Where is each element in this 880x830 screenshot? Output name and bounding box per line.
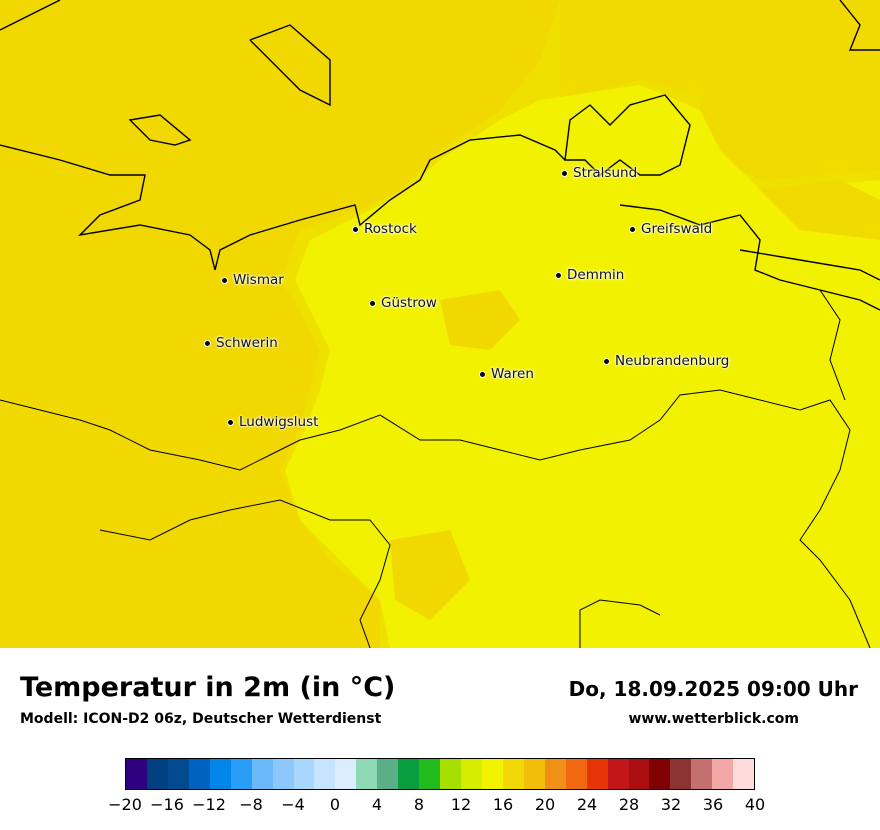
legend-color-swatch bbox=[126, 759, 147, 789]
city-label: Greifswald bbox=[641, 221, 713, 237]
city-dot-icon bbox=[629, 225, 636, 233]
city-label: Wismar bbox=[233, 272, 284, 288]
legend-color-swatch bbox=[209, 759, 231, 789]
city-label: Ludwigslust bbox=[239, 414, 319, 430]
legend-color-swatch bbox=[314, 759, 336, 789]
legend-tick-label: −8 bbox=[239, 795, 263, 814]
legend-color-swatch bbox=[251, 759, 273, 789]
city-stralsund: Stralsund bbox=[561, 165, 637, 181]
city-label: Güstrow bbox=[381, 295, 437, 311]
legend-color-swatch bbox=[523, 759, 545, 789]
legend-color-swatch bbox=[712, 759, 734, 789]
legend-tick-label: −16 bbox=[150, 795, 184, 814]
state-border bbox=[0, 389, 871, 648]
legend-tick-label: 20 bbox=[534, 795, 556, 814]
city-label: Demmin bbox=[567, 267, 625, 283]
legend-color-swatch bbox=[356, 759, 378, 789]
legend-color-swatch bbox=[607, 759, 629, 789]
city-waren: Waren bbox=[479, 366, 534, 382]
legend-tick-label: 32 bbox=[660, 795, 682, 814]
legend-tick-label: 28 bbox=[618, 795, 640, 814]
legend-color-swatch bbox=[293, 759, 315, 789]
legend-tick-label: 40 bbox=[744, 795, 766, 814]
legend-color-swatch bbox=[628, 759, 650, 789]
legend-tick-label: 36 bbox=[702, 795, 724, 814]
legend-color-swatch bbox=[649, 759, 671, 789]
color-legend-ticks: −20 −16 −12 −8 −4 0 4 8 12 16 20 24 28 32 36 40 bbox=[108, 795, 765, 815]
legend-tick-label: 16 bbox=[492, 795, 514, 814]
cool-patch-south bbox=[560, 590, 700, 648]
city-greifswald: Greifswald bbox=[629, 221, 712, 237]
legend-color-swatch bbox=[502, 759, 524, 789]
cool-region-east bbox=[285, 85, 880, 648]
city-label: Stralsund bbox=[573, 165, 638, 181]
legend-color-swatch bbox=[544, 759, 566, 789]
city-ludwigslust: Ludwigslust bbox=[227, 414, 318, 430]
legend-color-swatch bbox=[272, 759, 294, 789]
warm-patch-east bbox=[760, 180, 880, 240]
legend-color-swatch bbox=[565, 759, 587, 789]
map-shapes bbox=[0, 0, 880, 648]
city-dot-icon bbox=[555, 271, 562, 279]
forecast-datetime: Do, 18.09.2025 09:00 Uhr bbox=[568, 677, 858, 701]
legend-tick-label: 12 bbox=[450, 795, 472, 814]
coastline-east bbox=[619, 204, 880, 311]
legend-tick-label: 8 bbox=[413, 795, 425, 814]
legend-tick-label: −12 bbox=[192, 795, 226, 814]
city-label: Schwerin bbox=[216, 335, 278, 351]
legend-color-swatch bbox=[670, 759, 692, 789]
legend-color-swatch bbox=[167, 759, 189, 789]
city-schwerin: Schwerin bbox=[204, 335, 278, 351]
legend-color-swatch bbox=[377, 759, 399, 789]
legend-color-swatch bbox=[398, 759, 420, 789]
map-title: Temperatur in 2m (in °C) bbox=[20, 672, 396, 703]
city-neubrandenburg: Neubrandenburg bbox=[603, 353, 729, 369]
city-dot-icon bbox=[352, 225, 359, 233]
warm-patch-south bbox=[390, 530, 470, 620]
city-dot-icon bbox=[479, 370, 486, 378]
city-label: Waren bbox=[491, 366, 534, 382]
border-south bbox=[99, 499, 661, 648]
color-legend-bar bbox=[125, 758, 755, 790]
city-dot-icon bbox=[227, 418, 234, 426]
warm-region-west bbox=[0, 0, 560, 648]
legend-color-swatch bbox=[146, 759, 168, 789]
legend-color-swatch bbox=[461, 759, 482, 789]
website-link[interactable]: www.wetterblick.com bbox=[628, 711, 800, 727]
city-wismar: Wismar bbox=[221, 272, 284, 288]
legend-color-swatch bbox=[440, 759, 461, 789]
legend-color-swatch bbox=[691, 759, 713, 789]
legend-color-swatch bbox=[188, 759, 210, 789]
coastline-main bbox=[0, 134, 566, 271]
city-dot-icon bbox=[221, 276, 228, 284]
legend-color-swatch bbox=[335, 759, 357, 789]
legend-tick-label: 24 bbox=[576, 795, 598, 814]
city-label: Rostock bbox=[364, 221, 417, 237]
model-source: Modell: ICON-D2 06z, Deutscher Wetterdie… bbox=[20, 711, 382, 727]
legend-color-swatch bbox=[419, 759, 441, 789]
temperature-map: Stralsund Rostock Greifswald Wismar Demm… bbox=[0, 0, 880, 648]
coastline-north bbox=[0, 0, 880, 146]
legend-color-swatch bbox=[481, 759, 503, 789]
warm-region-north bbox=[560, 0, 880, 180]
city-label: Neubrandenburg bbox=[615, 353, 730, 369]
legend-tick-label: 4 bbox=[371, 795, 383, 814]
coastline-island bbox=[739, 249, 880, 281]
legend-tick-label: −4 bbox=[281, 795, 305, 814]
legend-color-swatch bbox=[586, 759, 608, 789]
city-dot-icon bbox=[204, 339, 211, 347]
city-dot-icon bbox=[369, 299, 376, 307]
legend-color-swatch bbox=[230, 759, 252, 789]
city-demmin: Demmin bbox=[555, 267, 624, 283]
border-east bbox=[819, 289, 846, 401]
warm-patch-center bbox=[440, 290, 520, 350]
legend-tick-label: −20 bbox=[108, 795, 142, 814]
city-dot-icon bbox=[603, 357, 610, 365]
city-dot-icon bbox=[561, 169, 568, 177]
coastline-ruegen bbox=[564, 94, 691, 176]
legend-tick-label: 0 bbox=[329, 795, 341, 814]
city-rostock: Rostock bbox=[352, 221, 417, 237]
city-guestrow: Güstrow bbox=[369, 295, 437, 311]
legend-color-swatch bbox=[733, 759, 755, 789]
